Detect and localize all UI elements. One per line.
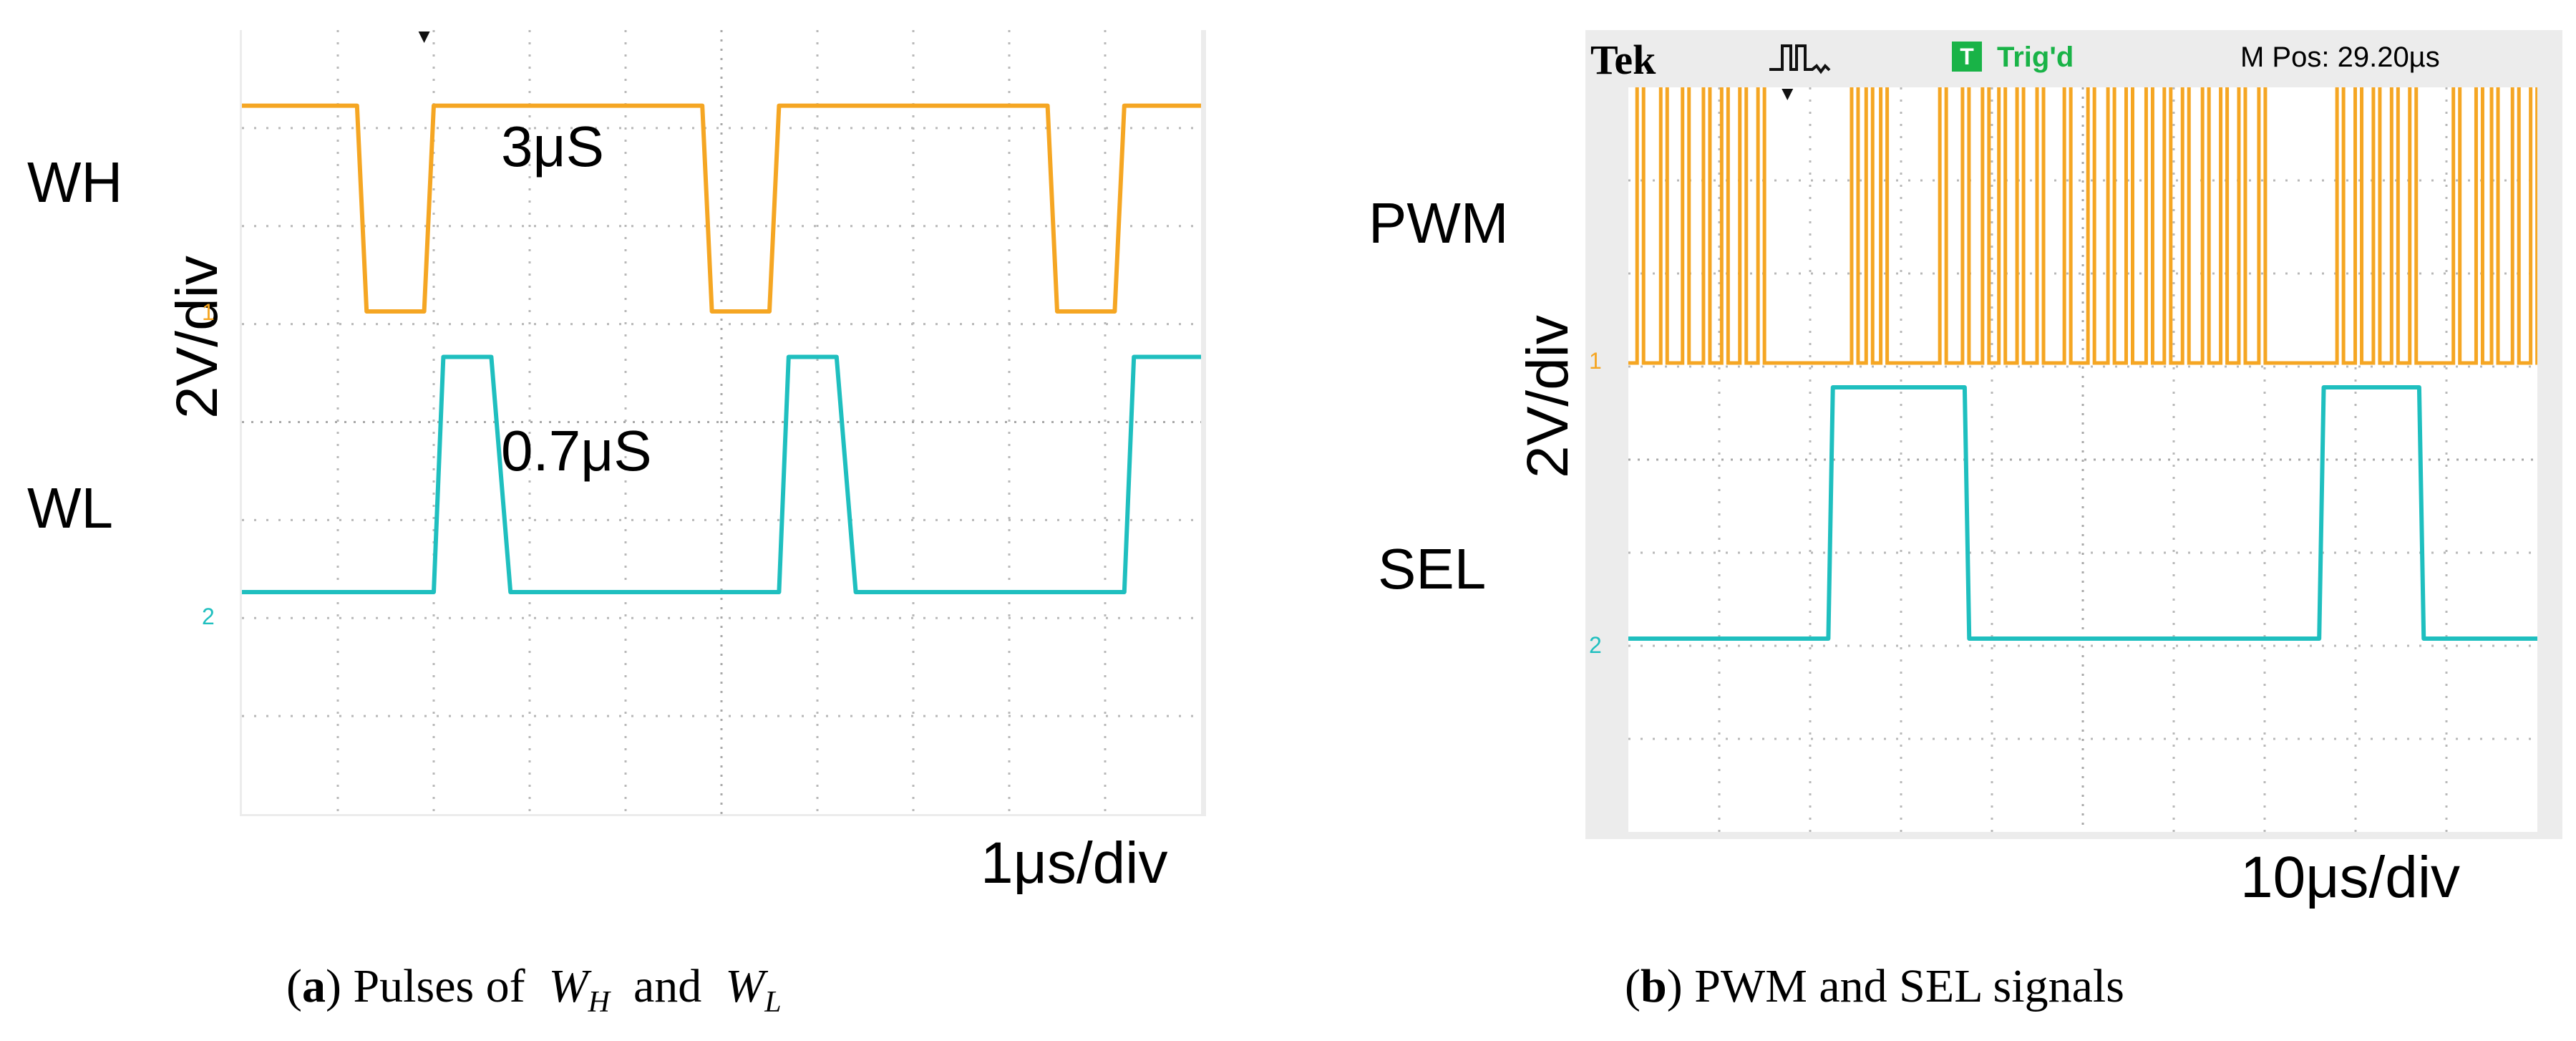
panel-a: WH WL 2V/div 3μS 0.7μS 1μs/div 1 2 (a) P… xyxy=(0,0,1260,1041)
series-label-sel: SEL xyxy=(1378,537,1487,601)
annotation-07us: 0.7μS xyxy=(501,419,652,483)
trigger-pulse-icon xyxy=(1769,44,1831,74)
channel-marker-1-a: 1 xyxy=(202,299,215,325)
series-label-wh: WH xyxy=(27,150,123,214)
trace-wh xyxy=(242,103,1201,314)
trigger-status-icon: T xyxy=(1952,42,1982,72)
series-label-wl: WL xyxy=(27,476,113,540)
scope-plot-a xyxy=(242,30,1201,814)
caption-b-letter: b xyxy=(1640,960,1667,1012)
trace-sel xyxy=(1628,385,2537,641)
caption-b-text: PWM and SEL signals xyxy=(1694,960,2124,1012)
channel-marker-2-a: 2 xyxy=(202,604,215,629)
series-label-pwm: PWM xyxy=(1369,191,1509,255)
caption-a-and: and xyxy=(633,960,702,1012)
annotation-3us: 3μS xyxy=(501,115,604,178)
caption-a-var1: W xyxy=(548,960,588,1012)
trace-wl xyxy=(242,354,1201,594)
scope-plot-area-b xyxy=(1628,87,2537,832)
caption-a-var2: W xyxy=(725,960,765,1012)
trigger-status-text: Trig'd xyxy=(1997,42,2074,73)
caption-a-sub1: H xyxy=(588,986,610,1020)
caption-a-letter: a xyxy=(301,960,326,1012)
vertical-scale-label-b: 2V/div xyxy=(1515,315,1580,478)
trigger-arrow-icon xyxy=(418,32,430,43)
scope-plot-area-a xyxy=(242,30,1201,814)
m-pos-readout: M Pos: 29.20µs xyxy=(2240,42,2440,73)
trigger-status-icon-glyph: T xyxy=(1960,44,1974,69)
caption-a: (a) Pulses of WH and WL xyxy=(286,960,782,1020)
time-scale-label-a: 1μs/div xyxy=(981,831,1168,896)
trigger-arrow-icon-b xyxy=(1782,89,1794,100)
time-scale-label-b: 10μs/div xyxy=(2240,845,2461,910)
scope-plot-b xyxy=(1628,87,2537,832)
tek-brand: Tek xyxy=(1590,37,1656,83)
caption-a-sub2: L xyxy=(764,986,782,1020)
caption-b: (b) PWM and SEL signals xyxy=(1625,960,2124,1012)
trace-pwm xyxy=(1628,87,2537,365)
channel-marker-1-b: 1 xyxy=(1589,348,1602,374)
channel-marker-2-b: 2 xyxy=(1589,632,1602,658)
caption-a-text: Pulses of xyxy=(353,960,525,1012)
